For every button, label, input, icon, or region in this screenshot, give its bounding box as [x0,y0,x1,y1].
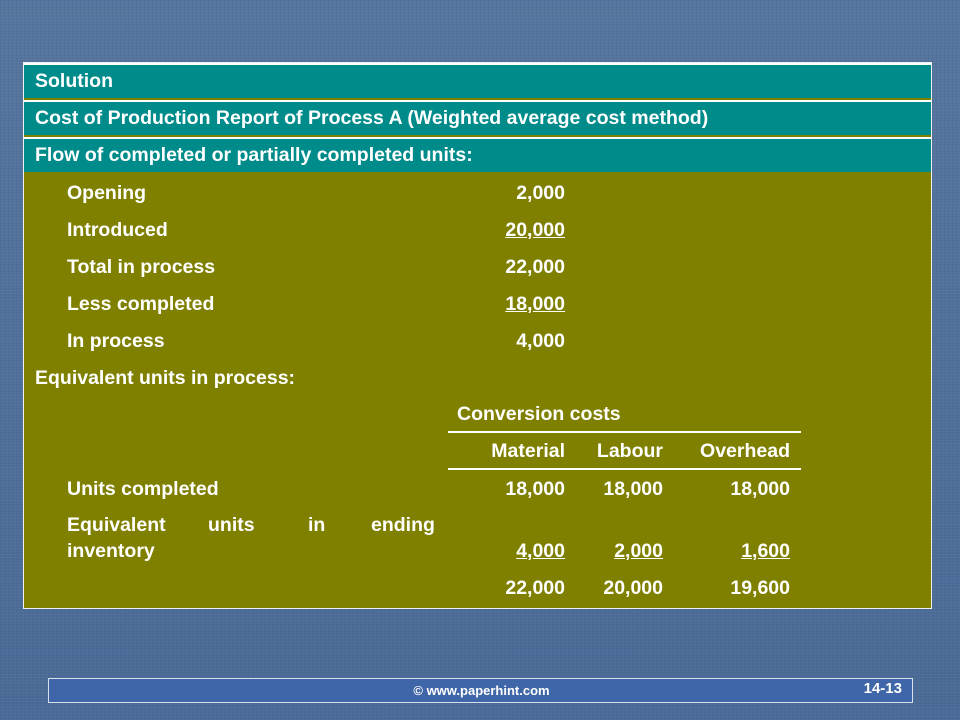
flow-label-opening: Opening [67,182,147,204]
total-material: 22,000 [505,577,565,599]
ending-inventory-word-1: Equivalent [67,514,166,536]
flow-label-completed: Less completed [67,293,215,315]
ending-inventory-material: 4,000 [516,540,565,562]
flow-heading: Flow of completed or partially completed… [24,137,931,172]
units-completed-overhead: 18,000 [730,478,790,500]
ending-inventory-word-3: in [308,514,326,536]
flow-value-completed: 18,000 [505,293,565,315]
flow-label-total: Total in process [67,256,216,278]
flow-value-introduced: 20,000 [505,219,565,241]
ending-inventory-overhead: 1,600 [741,540,790,562]
flow-value-total: 22,000 [505,256,565,278]
column-header-rule [448,468,801,470]
flow-label-in-process: In process [67,330,165,352]
conversion-costs-rule [448,431,801,433]
solution-heading: Solution [24,63,931,98]
ending-inventory-labour: 2,000 [614,540,663,562]
flow-value-opening: 2,000 [516,182,565,204]
flow-value-in-process: 4,000 [516,330,565,352]
report-title: Cost of Production Report of Process A (… [24,100,931,135]
copyright-link[interactable]: © www.paperhint.com [413,683,550,698]
units-completed-labour: 18,000 [603,478,663,500]
equivalent-heading: Equivalent units in process: [35,367,296,389]
ending-inventory-word-2: units [208,514,255,536]
column-overhead: Overhead [700,440,790,462]
column-material: Material [491,440,565,462]
units-completed-material: 18,000 [505,478,565,500]
flow-label-introduced: Introduced [67,219,168,241]
total-labour: 20,000 [603,577,663,599]
ending-inventory-line-2: inventory [67,540,155,562]
slide-number: 14-13 [863,680,902,697]
total-overhead: 19,600 [730,577,790,599]
ending-inventory-word-4: ending [371,514,435,536]
report-panel: Solution Cost of Production Report of Pr… [23,62,932,609]
units-completed-label: Units completed [67,478,219,500]
column-labour: Labour [596,440,663,462]
conversion-costs-heading: Conversion costs [457,403,621,425]
slide-footer: © www.paperhint.com 14-13 [48,678,913,703]
